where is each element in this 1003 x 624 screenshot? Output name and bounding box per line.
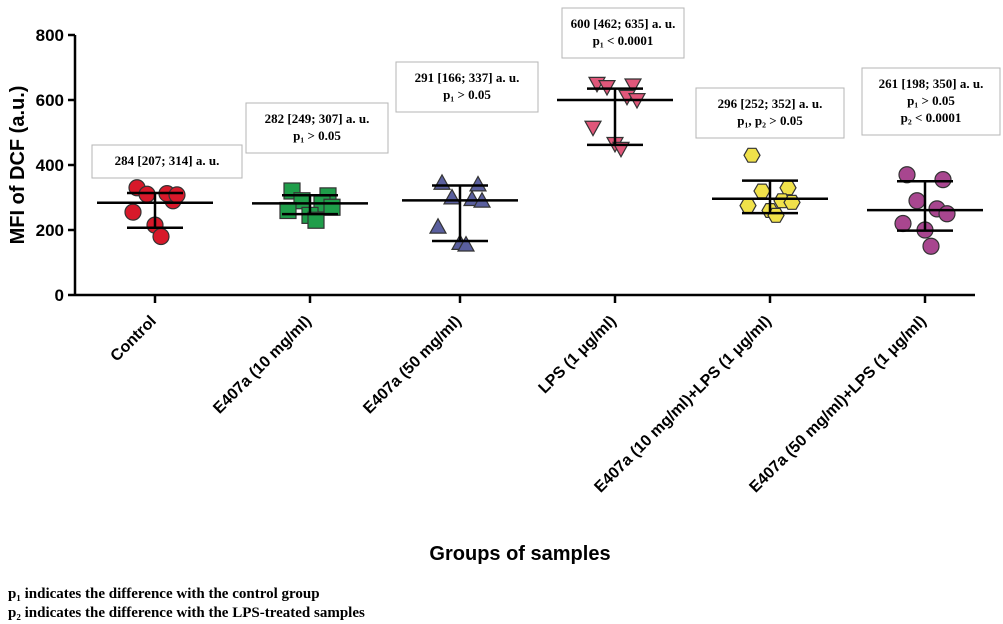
data-point	[623, 78, 643, 95]
data-point	[138, 185, 156, 203]
data-point	[583, 120, 603, 137]
annotation-box: 284 [207; 314] a. u.	[91, 144, 243, 179]
data-point	[279, 201, 297, 220]
x-tick-label: E407a (50 mg/ml)+LPS (1 μg/ml)	[746, 313, 929, 496]
annotation-box: 296 [252; 352] a. u. p₁, p₂ > 0.05	[695, 87, 845, 139]
x-tick-label: E407a (50 mg/ml)	[360, 313, 464, 417]
y-tick-label: 800	[36, 26, 64, 45]
annotation-box: 600 [462; 635] a. u. p₁ < 0.0001	[561, 7, 685, 59]
data-point	[168, 186, 186, 204]
data-point	[456, 235, 476, 252]
annotation-text: p₁ > 0.05	[907, 93, 955, 108]
x-axis-title: Groups of samples	[429, 543, 610, 565]
y-tick-label: 400	[36, 156, 64, 175]
annotation-box: 261 [198; 350] a. u. p₁ > 0.05 p₂ < 0.0001	[861, 67, 1001, 136]
annotation-frame	[395, 61, 539, 113]
data-point	[428, 217, 448, 234]
annotation-text: p₁ < 0.0001	[593, 33, 654, 48]
data-point	[779, 180, 797, 196]
annotation-text: 282 [249; 307] a. u.	[265, 111, 370, 126]
annotation-text: p₂ < 0.0001	[901, 110, 962, 125]
data-point	[753, 183, 771, 199]
groups-layer	[97, 76, 983, 255]
annotation-text: 284 [207; 314] a. u.	[115, 153, 220, 168]
annotation-frame	[861, 67, 1001, 136]
annotation-text: p₁, p₂ > 0.05	[737, 113, 803, 128]
data-point	[442, 188, 462, 205]
data-point	[922, 237, 940, 255]
y-tick-label: 200	[36, 221, 64, 240]
annotation-frame	[91, 144, 243, 179]
x-ticks: Control E407a (10 mg/ml) E407a (50 mg/ml) L…	[108, 295, 930, 496]
annotation-text: 291 [166; 337] a. u.	[415, 70, 520, 85]
x-tick-label: LPS (1 μg/ml)	[536, 313, 620, 397]
group-4	[557, 76, 673, 158]
footnote-p1: p₁ indicates the difference with the con…	[8, 586, 320, 602]
data-point	[783, 194, 801, 210]
data-point	[898, 166, 916, 184]
y-tick-label: 600	[36, 91, 64, 110]
annotation-box: 291 [166; 337] a. u. p₁ > 0.05	[395, 61, 539, 113]
annotations-layer: 284 [207; 314] a. u. 282 [249; 307] a. u.…	[91, 7, 1001, 179]
annotation-frame	[561, 7, 685, 59]
annotation-frame	[695, 87, 845, 139]
data-point	[307, 211, 325, 229]
group-1	[97, 179, 213, 246]
data-point	[938, 205, 956, 223]
annotation-text: 600 [462; 635] a. u.	[571, 16, 676, 31]
y-tick-label: 0	[55, 286, 64, 305]
data-point	[908, 192, 926, 210]
annotation-frame	[245, 102, 389, 154]
y-axis-title: MFI of DCF (a.u.)	[7, 86, 29, 245]
annotation-text: 296 [252; 352] a. u.	[718, 96, 823, 111]
data-point	[462, 189, 482, 207]
annotation-text: 261 [198; 350] a. u.	[879, 76, 984, 91]
data-point	[124, 203, 142, 221]
x-tick-label: Control	[108, 313, 160, 365]
data-point	[432, 173, 452, 190]
annotation-text: p₁ > 0.05	[293, 128, 341, 143]
group-6	[867, 166, 983, 255]
group-3	[402, 173, 518, 252]
data-point	[152, 227, 170, 246]
data-point	[743, 147, 761, 163]
x-tick-label: E407a (10 mg/ml)	[210, 313, 314, 417]
y-ticks: 0 200 400 600 800	[36, 26, 75, 305]
footnote-p2: p₂ indicates the difference with the LPS…	[8, 605, 365, 621]
annotation-text: p₁ > 0.05	[443, 87, 491, 102]
annotation-box: 282 [249; 307] a. u. p₁ > 0.05	[245, 102, 389, 154]
group-2	[252, 182, 368, 229]
data-point	[934, 171, 952, 189]
data-point	[739, 198, 757, 214]
x-tick-label: E407a (10 mg/ml)+LPS (1 μg/ml)	[591, 313, 774, 496]
data-point	[894, 214, 912, 233]
group-5	[712, 147, 828, 223]
data-point	[468, 175, 488, 192]
